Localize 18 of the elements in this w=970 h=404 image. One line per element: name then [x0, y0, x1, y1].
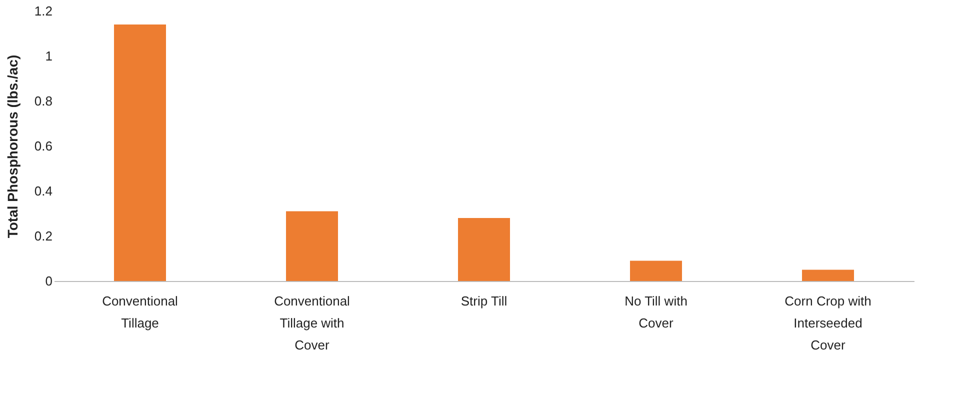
y-axis-title: Total Phosphorous (lbs./ac) [4, 54, 20, 238]
y-tick-label: 1 [45, 48, 52, 64]
y-tick-label: 0.4 [34, 184, 52, 198]
x-tick-label: Conventional Tillage with Cover [274, 294, 350, 352]
y-tick-label: 0.8 [34, 94, 52, 108]
bar [802, 270, 854, 281]
y-tick-label: 0 [45, 274, 52, 288]
y-tick-label: 1.2 [34, 4, 52, 18]
y-tick-label: 0.2 [34, 228, 52, 244]
x-tick-label: Strip Till [460, 294, 508, 308]
bar [114, 24, 166, 281]
x-tick-label: Conventional Tillage [102, 294, 178, 330]
x-tick-label: Corn Crop with Interseeded Cover [784, 294, 872, 352]
bar [630, 260, 682, 281]
bar [286, 211, 338, 281]
bar [458, 218, 510, 281]
y-tick-label: 0.6 [34, 138, 52, 154]
x-tick-label: No Till with Cover [624, 294, 688, 330]
